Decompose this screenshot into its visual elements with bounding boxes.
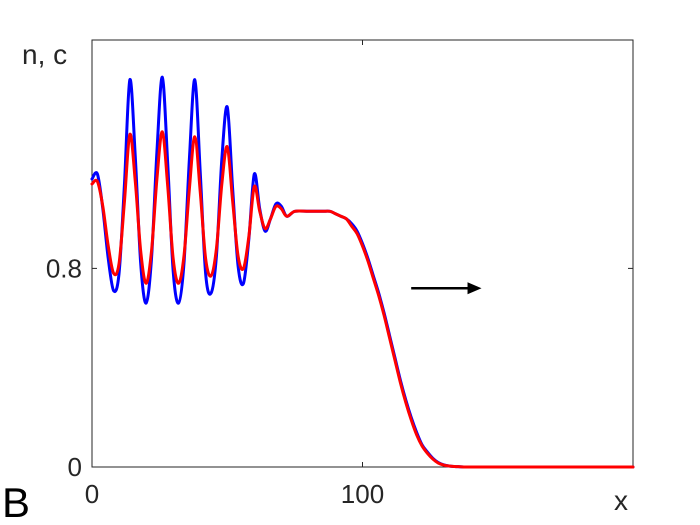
series-line-1 [90,130,635,469]
y-tick-label-0: 0 [68,452,82,482]
x-tick-label-0: 0 [85,479,99,509]
annotation-layer [411,282,482,295]
x-tick-label-1: 100 [341,479,384,509]
panel-label: B [2,479,30,525]
arrow-annotation-0 [411,282,482,295]
tick-labels: 0 100 0 0.8 [46,253,384,509]
y-axis-label: n, c [22,39,67,70]
y-tick-label-1: 0.8 [46,253,82,283]
x-axis-label: x [614,485,628,516]
series-layer [90,75,635,469]
plot-frame [91,39,634,468]
